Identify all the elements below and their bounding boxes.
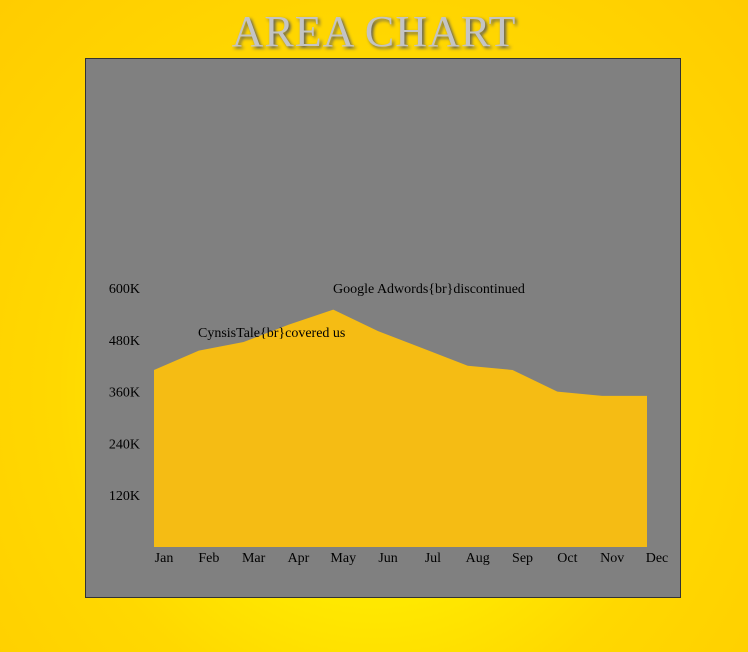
x-tick-label: Dec [646, 551, 669, 566]
x-tick-label: Oct [557, 551, 577, 566]
annotation-label: CynsisTale{br}covered us [198, 326, 345, 341]
x-tick-label: Nov [600, 551, 624, 566]
x-tick-label: Jul [425, 551, 441, 566]
x-tick-label: Mar [242, 551, 266, 566]
x-tick-label: May [330, 551, 356, 566]
y-tick-label: 360K [109, 386, 140, 401]
x-tick-label: Apr [288, 551, 310, 566]
x-tick-label: Jan [155, 551, 174, 566]
x-tick-label: Sep [512, 551, 533, 566]
plot-area: 120K 240K 360K 480K 600K Jan Feb Mar Apr May Jun Ju… [85, 58, 681, 598]
y-tick-label: 120K [109, 489, 140, 504]
y-tick-label: 480K [109, 334, 140, 349]
y-tick-label: 240K [109, 437, 140, 452]
x-tick-label: Aug [466, 551, 490, 566]
y-tick-label: 600K [109, 282, 140, 297]
x-tick-label: Feb [198, 551, 219, 566]
x-tick-label: Jun [378, 551, 397, 566]
chart-title: AREA CHART [231, 7, 517, 56]
area-chart: 120K 240K 360K 480K 600K Jan Feb Mar Apr May Jun Ju… [109, 282, 669, 566]
area-series [154, 309, 647, 547]
annotation-label: Google Adwords{br}discontinued [333, 282, 525, 297]
